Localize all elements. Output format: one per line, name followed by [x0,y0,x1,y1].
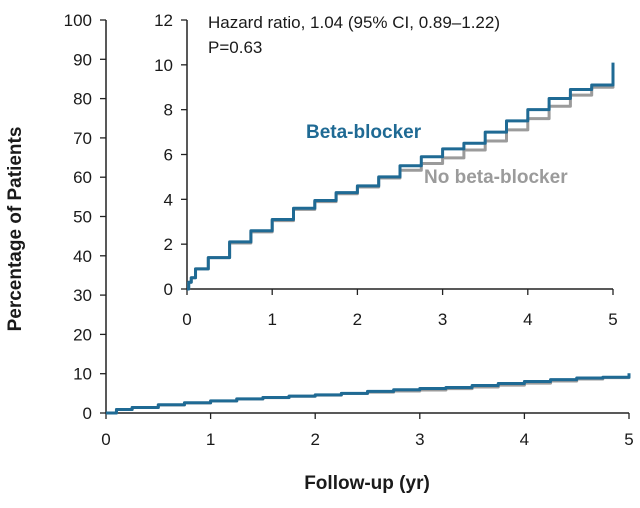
inset-x-tick-label: 5 [608,310,617,329]
main-x-tick-label: 2 [310,430,319,449]
main-y-tick-label: 100 [64,11,92,30]
inset-y-tick-label: 0 [164,280,173,299]
main-y-tick-label: 90 [73,50,92,69]
inset-x-tick-label: 3 [438,310,447,329]
inset-x-tick-label: 2 [353,310,362,329]
main-y-tick-label: 60 [73,168,92,187]
inset-background [117,2,628,331]
main-y-tick-label: 50 [73,208,92,227]
main-x-tick-label: 5 [624,430,633,449]
main-y-tick-label: 70 [73,129,92,148]
main-y-tick-label: 0 [83,404,92,423]
inset-x-tick-label: 4 [523,310,532,329]
y-axis-title: Percentage of Patients [5,127,26,332]
main-y-tick-label: 20 [73,325,92,344]
inset-y-tick-label: 4 [164,190,173,209]
main-y-tick-label: 30 [73,286,92,305]
inset-y-tick-label: 10 [154,56,173,75]
main-x-tick-label: 3 [415,430,424,449]
beta-blocker-label: Beta-blocker [306,122,422,143]
main-x-tick-label: 0 [101,430,110,449]
main-y-tick-label: 40 [73,247,92,266]
no-beta-blocker-label: No beta-blocker [424,167,568,188]
p-value-annotation: P=0.63 [208,38,262,57]
main-y-tick-label: 80 [73,90,92,109]
hazard-ratio-annotation: Hazard ratio, 1.04 (95% CI, 0.89–1.22) [208,13,500,32]
main-x-tick-label: 1 [206,430,215,449]
main-series-beta-blocker [106,373,631,415]
main-x-tick-label: 4 [520,430,529,449]
main-y-tick-label: 10 [73,365,92,384]
inset-y-tick-label: 2 [164,235,173,254]
inset-y-tick-label: 8 [164,101,173,120]
inset-x-tick-label: 0 [182,310,191,329]
inset-x-tick-label: 1 [267,310,276,329]
inset-series-beta-blocker [187,62,615,291]
inset-y-tick-label: 12 [154,11,173,30]
inset-y-tick-label: 6 [164,146,173,165]
x-axis-title: Follow-up (yr) [304,473,430,494]
